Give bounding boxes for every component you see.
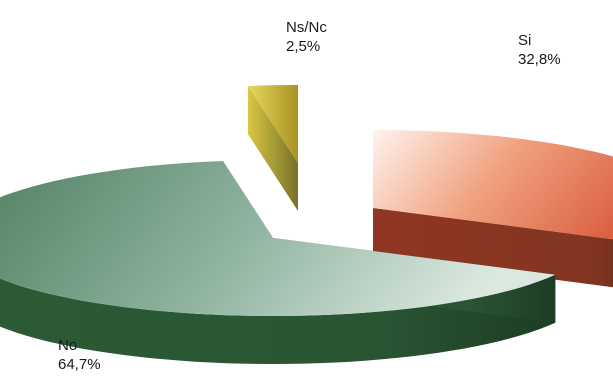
pie-slice-si	[373, 130, 613, 240]
pie-slice-wall-nsnc-0	[247, 86, 298, 211]
pie-slice-nsnc	[247, 85, 298, 163]
pie-slice-no	[0, 161, 556, 316]
slice-value-nsnc: 2,5%	[286, 38, 320, 55]
slice-label-no: No	[58, 337, 77, 354]
slice-value-no: 64,7%	[58, 356, 101, 373]
pie-slice-wall-si-1	[373, 208, 613, 288]
slice-label-si: Si	[518, 32, 531, 49]
pie-slice-side-no	[0, 274, 556, 364]
slice-label-nsnc: Ns/Nc	[286, 19, 327, 36]
slice-value-si: 32,8%	[518, 51, 561, 68]
